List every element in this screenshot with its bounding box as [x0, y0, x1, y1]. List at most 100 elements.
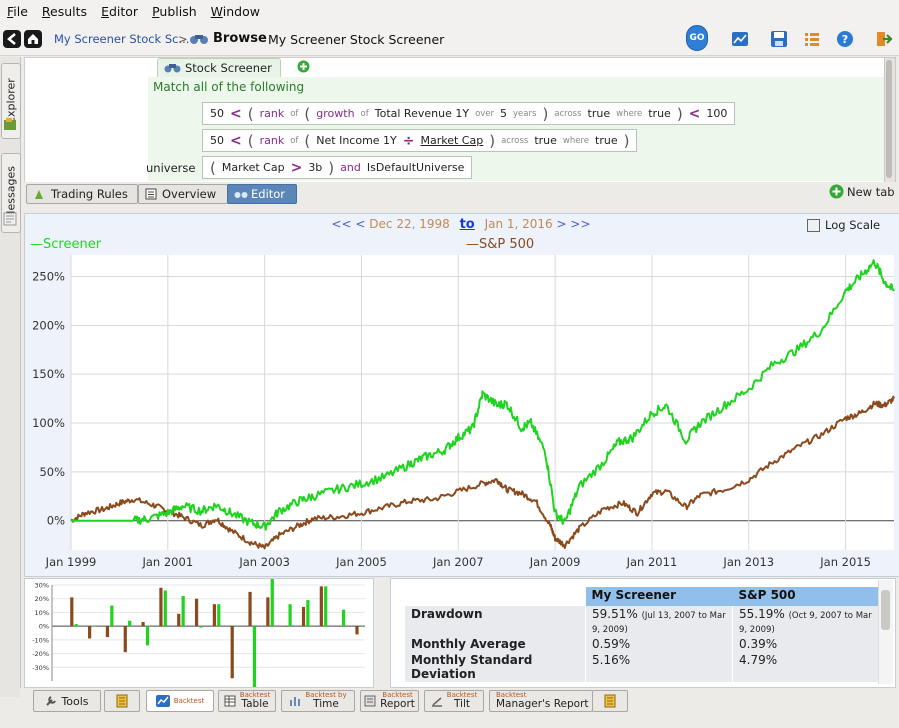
tab-stock-screener[interactable]: Stock Screener	[157, 58, 281, 77]
rule-field[interactable]: Market Cap	[221, 161, 285, 174]
menu-editor[interactable]: Editor	[101, 3, 139, 19]
rule-years-value[interactable]: 5	[500, 107, 508, 120]
rule-value[interactable]: true	[595, 134, 618, 147]
page-title: My Screener Stock Screener	[268, 32, 445, 47]
tab-backtest-tilt[interactable]: Backtest Tilt	[424, 690, 484, 712]
tab-trading-rules[interactable]: Trading Rules	[26, 184, 138, 204]
table-header-row: My Screener S&P 500	[405, 587, 885, 606]
rule-keyword: of	[290, 108, 299, 119]
y-tick-label: 250%	[32, 269, 65, 283]
row-value: 55.19% (Oct 9, 2007 to Mar 9, 2009)	[732, 606, 885, 636]
chart-icon	[732, 32, 748, 46]
rule-value[interactable]: true	[648, 107, 671, 120]
drawdown-screener-note: (Jul 13, 2007 to Mar 9, 2009)	[592, 611, 726, 635]
rule-value[interactable]: 100	[706, 107, 728, 120]
list-button[interactable]	[801, 28, 823, 50]
tab-backtest[interactable]: Backtest	[146, 690, 214, 712]
rank-function[interactable]: rank	[259, 107, 285, 120]
rule-universe[interactable]: ( Market Cap > 3b ) and IsDefaultUnivers…	[202, 156, 473, 179]
rule-operator[interactable]: <	[230, 105, 242, 122]
tab-backtest-by-time[interactable]: Backtest by Time	[281, 690, 355, 712]
date-back-buttons[interactable]: << <	[331, 217, 366, 231]
rule-keyword: where	[562, 135, 590, 146]
tab-screener-list-2[interactable]	[592, 690, 628, 712]
tab-label-top: Backtest	[446, 691, 478, 699]
paren: (	[247, 131, 254, 150]
tab-backtest-report[interactable]: Backtest Report	[360, 690, 419, 712]
rule-value[interactable]: 3b	[308, 161, 323, 174]
menu-file[interactable]: File	[7, 3, 28, 19]
toolbar	[0, 22, 899, 56]
rule-value[interactable]: true	[587, 107, 611, 120]
rule-value[interactable]: true	[534, 134, 557, 147]
go-button[interactable]: GO	[686, 25, 708, 51]
rule-earnings-yield[interactable]: 50 < ( rank of ( Net Income 1Y ÷ Market …	[202, 129, 638, 152]
end-date[interactable]: Jan 1, 2016	[484, 217, 553, 231]
tab-stock-screener-label: Stock Screener	[185, 61, 272, 75]
plus-circle-icon	[829, 184, 844, 199]
tab-label-bottom: Report	[380, 698, 415, 710]
tab-overview[interactable]: Overview	[138, 184, 228, 204]
tab-managers-report[interactable]: Backtest Manager's Report	[489, 690, 593, 712]
rule-field[interactable]: Market Cap	[420, 134, 484, 147]
drawdown-sp500-note: (Oct 9, 2007 to Mar 9, 2009)	[739, 611, 872, 635]
explorer-icon	[3, 117, 17, 134]
rule-field[interactable]: Total Revenue 1Y	[374, 107, 470, 120]
row-label: Monthly Average	[405, 636, 586, 652]
menu-window[interactable]: Window	[210, 3, 260, 19]
drawdown-sp500: 55.19%	[739, 607, 785, 621]
paren: (	[304, 131, 311, 150]
bar-sp500	[177, 613, 181, 627]
start-date[interactable]: Dec 22, 1998	[369, 217, 450, 231]
paren: (	[210, 158, 216, 177]
back-button[interactable]	[3, 30, 21, 48]
paren: )	[542, 104, 549, 123]
paren: )	[623, 131, 630, 150]
rule-field[interactable]: IsDefaultUniverse	[366, 161, 465, 174]
log-scale-toggle[interactable]: Log Scale	[807, 218, 880, 232]
rule-operator[interactable]: <	[230, 132, 242, 149]
exit-button[interactable]	[873, 28, 895, 50]
log-scale-checkbox[interactable]	[807, 218, 820, 232]
rule-operator[interactable]: ÷	[402, 132, 415, 149]
bar-sp500	[88, 626, 92, 639]
rule-value[interactable]: 50	[210, 134, 224, 147]
tab-editor[interactable]: Editor	[227, 184, 297, 204]
and-keyword[interactable]: and	[340, 161, 361, 174]
tab-tools[interactable]: Tools	[33, 690, 101, 712]
date-forward-buttons[interactable]: > >>	[556, 217, 591, 231]
chart-icon	[155, 695, 170, 707]
rule-field[interactable]: Net Income 1Y	[316, 134, 397, 147]
rule-revenue-growth[interactable]: 50 < ( rank of ( growth of Total Revenue…	[202, 102, 736, 125]
rule-value[interactable]: 50	[210, 107, 224, 120]
tilt-icon	[431, 697, 442, 707]
breadcrumb-link[interactable]: My Screener Stock Sc...	[54, 32, 190, 46]
match-condition[interactable]: Match all of the following	[153, 80, 305, 94]
statistics-scroll-thumb[interactable]	[881, 590, 890, 630]
bar-screener	[163, 590, 167, 627]
add-tab-button[interactable]	[297, 60, 310, 76]
help-button[interactable]: ?	[834, 28, 856, 50]
exit-icon	[877, 32, 893, 46]
chart-button[interactable]	[729, 28, 751, 50]
date-range-to-link[interactable]: to	[459, 217, 475, 232]
save-button[interactable]	[768, 28, 790, 50]
bar-y-tick-label: 10%	[35, 609, 49, 617]
tab-backtest-table[interactable]: Backtest Table	[218, 690, 276, 712]
menu-publish[interactable]: Publish	[152, 3, 197, 19]
home-button[interactable]	[24, 30, 42, 48]
bar-screener	[341, 609, 346, 627]
menu-results[interactable]: Results	[41, 3, 88, 19]
rank-function[interactable]: rank	[259, 134, 285, 147]
bar-screener	[110, 605, 114, 627]
growth-function[interactable]: growth	[316, 107, 355, 120]
tab-screener-list[interactable]	[104, 690, 140, 712]
editor-scroll-thumb[interactable]	[886, 60, 892, 178]
statistics-scrollbar[interactable]	[878, 580, 893, 684]
rule-operator[interactable]: >	[290, 159, 303, 176]
new-tab-button[interactable]: New tab	[829, 184, 895, 199]
universe-label: universe	[146, 161, 196, 175]
line-chart[interactable]: 0% 50% 100% 150% 200% 250% Jan 1999 Jan 2001 Jan…	[24, 255, 898, 573]
rule-operator[interactable]: <	[688, 105, 701, 122]
svg-text:?: ?	[842, 33, 848, 46]
